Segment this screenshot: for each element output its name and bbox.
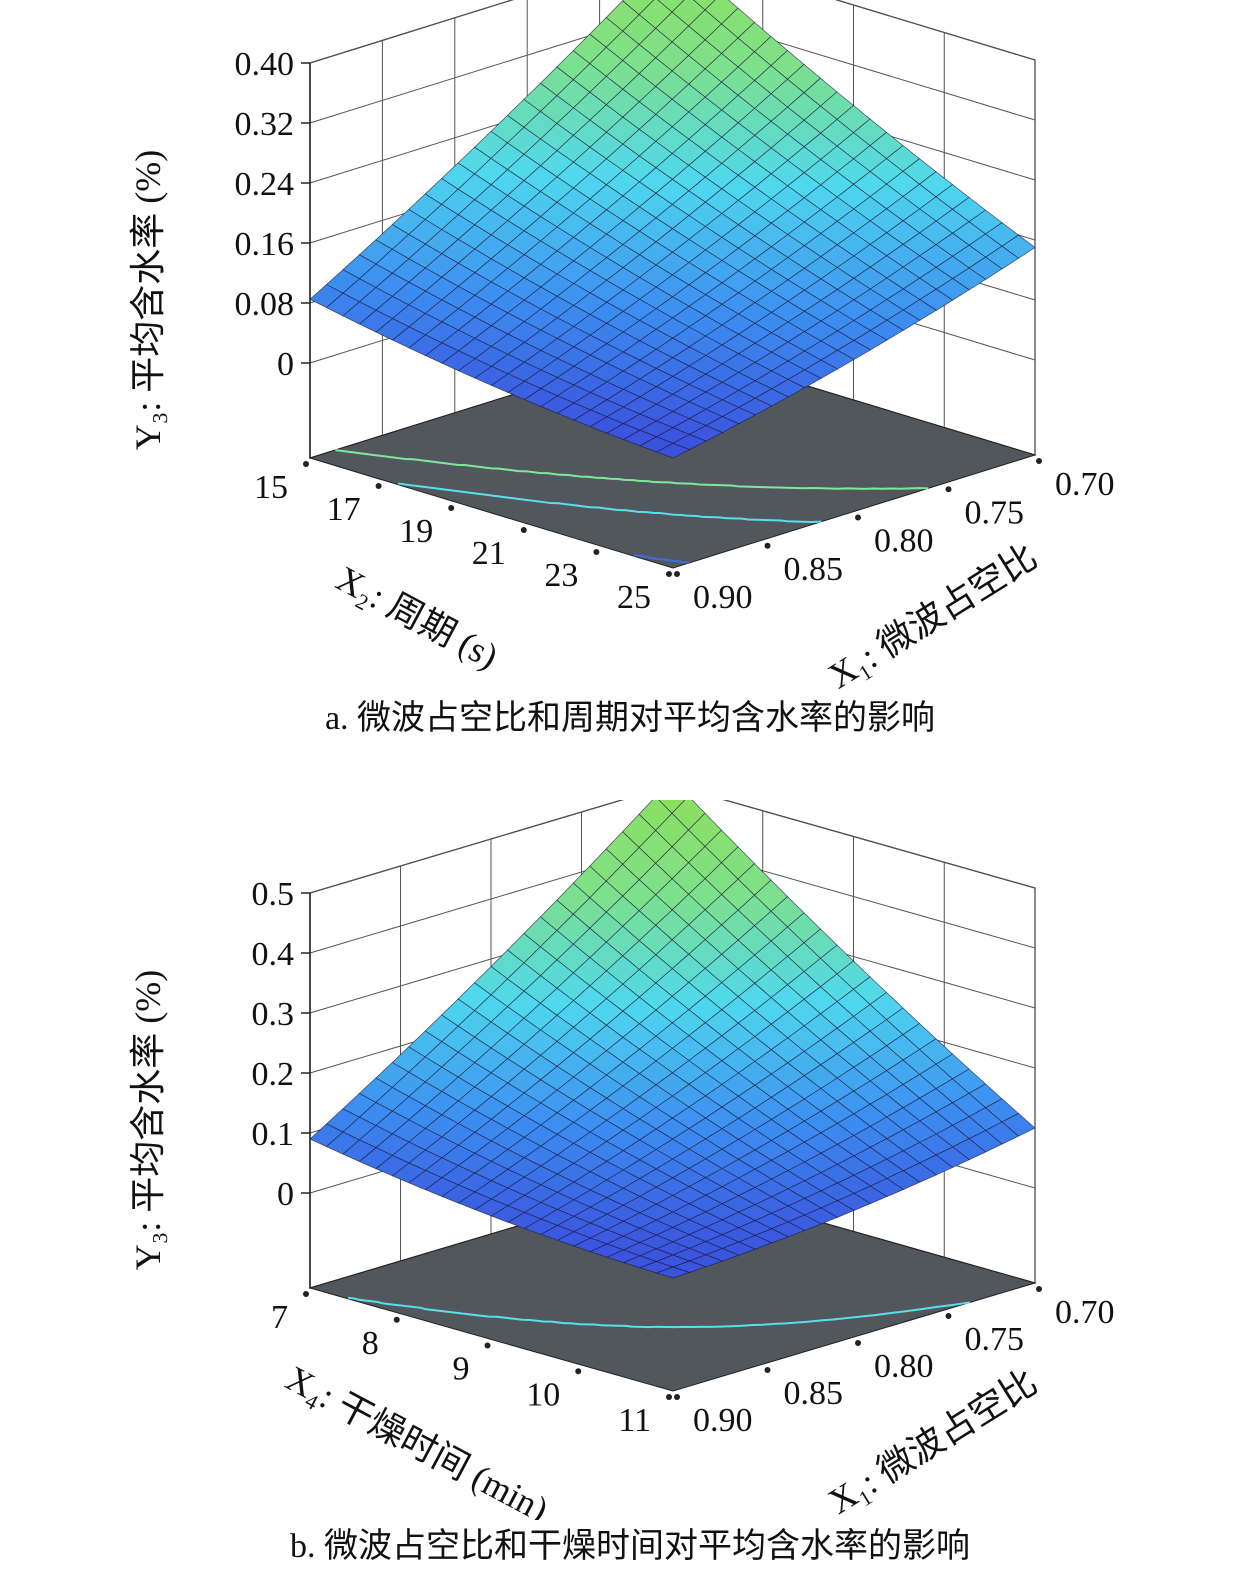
x2-tick-label: 15: [254, 469, 288, 506]
floor-contour: [335, 449, 929, 490]
x1-tick-label: 0.85: [784, 1375, 844, 1412]
x2-tick: [393, 1316, 400, 1323]
floor-contour: [347, 1296, 970, 1329]
x2-tick-label: 19: [399, 513, 433, 550]
x1-tick-label: 0.75: [965, 494, 1025, 531]
panel-a: 0 0.08 0.16 0.24 0.32 0.40 Y₃: 平均含水率 (%) 15 17 19…: [0, 0, 1260, 760]
x2-tick-label: 10: [526, 1376, 560, 1413]
x1-axis-label: X₁: 微波占空比: [821, 1362, 1044, 1520]
x1-tick-label: 0.70: [1055, 466, 1115, 503]
x2-tick: [575, 1368, 582, 1375]
surface-plot-a: 0 0.08 0.16 0.24 0.32 0.40 Y₃: 平均含水率 (%) 15 17 19…: [128, 0, 1115, 696]
x1-tick: [674, 1394, 680, 1400]
x2-tick-label: 25: [617, 579, 651, 616]
x1-tick-label: 0.75: [965, 1321, 1025, 1358]
x1-tick-label: 0.85: [784, 551, 844, 588]
x1-tick-label: 0.70: [1055, 1294, 1115, 1331]
surface-cell: [655, 1266, 691, 1279]
z-tick-label: 0.2: [252, 1056, 295, 1093]
surface-mesh: [309, 0, 1036, 459]
floor-plane: [308, 1179, 1037, 1392]
x1-tick: [1036, 458, 1042, 464]
x2-tick: [666, 1394, 672, 1400]
x1-tick-label: 0.80: [874, 1348, 934, 1385]
z-tick-label: 0.08: [235, 286, 295, 323]
x1-tick: [855, 1340, 861, 1346]
floor-contour: [397, 482, 822, 523]
x2-tick: [593, 549, 600, 555]
floor: [308, 1179, 1037, 1392]
x2-tick: [375, 483, 382, 489]
x2-tick: [484, 1342, 491, 1349]
z-axis-label: Y₃: 平均含水率 (%): [128, 970, 168, 1271]
x1-tick: [674, 571, 680, 577]
caption-b: b. 微波占空比和干燥时间对平均含水率的影响: [290, 1528, 970, 1565]
z-tick-label: 0.5: [252, 876, 295, 913]
x1-tick: [764, 1367, 771, 1373]
x2-tick-label: 7: [271, 1299, 288, 1336]
z-tick-label: 0: [277, 1176, 294, 1213]
z-tick-label: 0.32: [235, 106, 295, 143]
surface-mesh: [309, 800, 1036, 1279]
x2-tick: [520, 527, 527, 533]
x1-tick-label: 0.90: [693, 579, 753, 616]
z-tick-label: 0.40: [235, 46, 295, 83]
z-tick-label: 0.24: [235, 166, 295, 203]
x1-tick-label: 0.90: [693, 1402, 753, 1439]
x2-tick: [666, 571, 672, 577]
wall-gridline-z: [309, 800, 1036, 894]
z-tick-label: 0.3: [252, 996, 295, 1033]
x1-axis-label: X₁: 微波占空比: [821, 536, 1044, 696]
x1-tick: [945, 1313, 952, 1319]
z-tick-label: 0.4: [252, 936, 295, 973]
surface-cell: [655, 442, 691, 459]
x2-tick-label: 11: [618, 1402, 651, 1439]
surface-plot-b: 0 0.1 0.2 0.3 0.4 0.5 Y₃: 平均含水率 (%) 7 8 9 10 11 0.70…: [128, 800, 1115, 1520]
x1-tick: [1036, 1286, 1042, 1292]
x2-tick-label: 21: [472, 535, 506, 572]
panel-b: 0 0.1 0.2 0.3 0.4 0.5 Y₃: 平均含水率 (%) 7 8 9 10 11 0.70…: [0, 800, 1260, 1584]
x1-tick: [945, 486, 952, 493]
x2-tick-label: 8: [362, 1325, 379, 1362]
z-tick-label: 0: [277, 346, 294, 383]
x2-tick-label: 17: [327, 491, 361, 528]
z-tick-label: 0.16: [235, 226, 295, 263]
x2-axis-label: X₂: 周期 (s): [330, 558, 505, 676]
x1-tick: [855, 514, 861, 521]
x1-tick-label: 0.80: [874, 523, 934, 560]
z-tick-label: 0.1: [252, 1116, 295, 1153]
z-axis-label: Y₃: 平均含水率 (%): [128, 150, 168, 451]
x2-tick: [303, 461, 309, 467]
x2-axis-label: X₄: 干燥时间 (min): [279, 1358, 554, 1520]
x2-tick: [448, 505, 455, 511]
wall-gridline-z: [309, 0, 1036, 64]
x1-tick: [764, 542, 771, 549]
x2-tick-label: 9: [453, 1351, 470, 1388]
floor-contour: [633, 554, 690, 564]
caption-a: a. 微波占空比和周期对平均含水率的影响: [324, 700, 936, 737]
x2-tick: [303, 1291, 309, 1297]
x2-tick-label: 23: [544, 557, 578, 594]
